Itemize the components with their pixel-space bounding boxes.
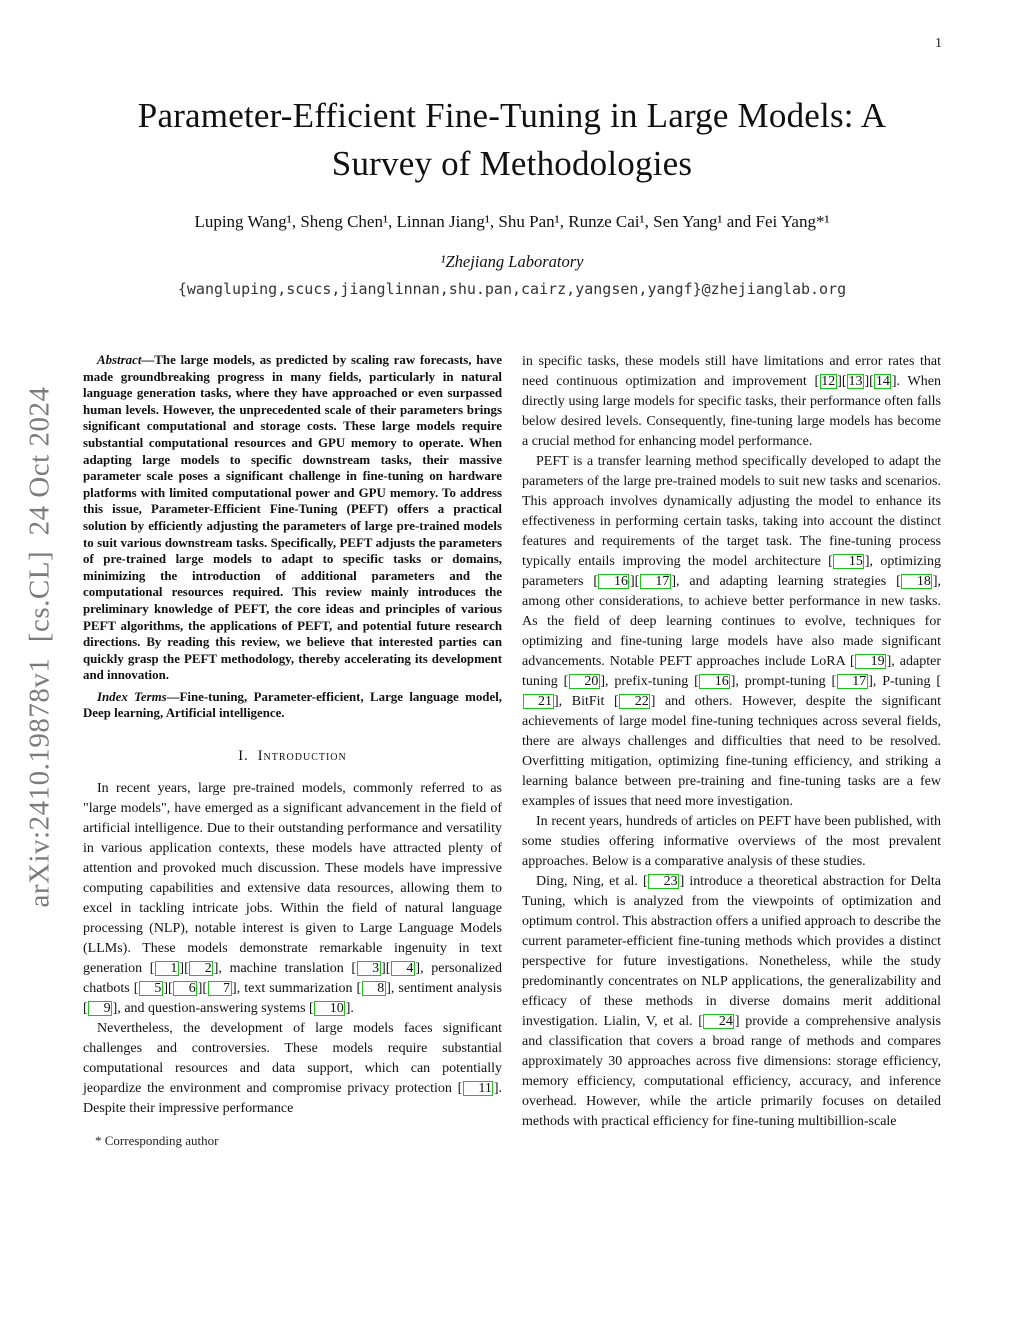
citation-ref-17[interactable]: 17 [836,674,868,689]
author-emails: {wangluping,scucs,jianglinnan,shu.pan,ca… [177,280,847,298]
intro-paragraph-1: In recent years, large pre-trained model… [83,781,502,1017]
citation-ref-1[interactable]: 1 [154,961,179,977]
citation-ref-23[interactable]: 23 [648,874,680,889]
affiliation: ¹Zhejiang Laboratory [440,252,584,271]
paper-title-line1: Parameter-Efficient Fine-Tuning in Large… [137,96,887,135]
abstract-label: Abstract [97,353,142,367]
intro-paragraph-2: Nevertheless, the development of large m… [83,1021,502,1117]
author-list: Luping Wang¹, Sheng Chen¹, Linnan Jiang¹… [194,212,830,231]
citation-ref-3[interactable]: 3 [356,961,381,977]
citation-ref-11[interactable]: 11 [462,1081,494,1097]
section-number: I. [238,748,249,765]
citation-ref-19[interactable]: 19 [855,654,887,669]
index-terms-paragraph: Index Terms—Fine-tuning, Parameter-effic… [83,689,502,722]
citation-ref-15[interactable]: 15 [833,554,865,569]
citation-ref-13[interactable]: 13 [847,374,865,389]
citation-ref-5[interactable]: 5 [138,981,163,997]
citation-ref-7[interactable]: 7 [207,981,232,997]
citation-ref-16[interactable]: 16 [699,674,731,689]
citation-ref-9[interactable]: 9 [88,1001,113,1017]
paper-header: Parameter-Efficient Fine-Tuning in Large… [0,92,1024,298]
intro-paragraph-3: PEFT is a transfer learning method speci… [522,454,942,809]
arxiv-watermark: arXiv:2410.19878v1 [cs.CL] 24 Oct 2024 [23,386,56,908]
index-terms-label: Index Terms [97,689,167,704]
citation-ref-14[interactable]: 14 [874,374,892,389]
corresponding-author-footnote: * Corresponding author [95,1133,219,1149]
citation-ref-8[interactable]: 8 [361,981,386,997]
section-title: Introduction [257,748,347,765]
intro-paragraph-4: In recent years, hundreds of articles on… [522,814,941,869]
citation-ref-24[interactable]: 24 [703,1014,735,1029]
left-column: Abstract—The large models, as predicted … [83,352,502,1149]
citation-ref-20[interactable]: 20 [568,674,600,689]
intro-paragraph-5: Ding, Ning, et al. [23] introduce a theo… [522,874,941,1129]
page-number: 1 [935,36,942,51]
intro-paragraph-2-continued: in specific tasks, these models still ha… [522,354,941,449]
citation-ref-18[interactable]: 18 [901,574,933,589]
citation-ref-4[interactable]: 4 [390,961,415,977]
abstract-paragraph: Abstract—The large models, as predicted … [83,352,502,684]
citation-ref-16[interactable]: 16 [598,574,630,589]
right-column: in specific tasks, these models still ha… [522,352,941,1149]
citation-ref-22[interactable]: 22 [619,694,651,709]
abstract-text: —The large models, as predicted by scali… [83,353,502,683]
paper-title-line2: Survey of Methodologies [331,144,693,183]
citation-ref-12[interactable]: 12 [819,374,837,389]
citation-ref-6[interactable]: 6 [173,981,198,997]
section-heading-introduction: I. Introduction [83,748,502,765]
two-column-body: Abstract—The large models, as predicted … [83,352,941,1149]
citation-ref-2[interactable]: 2 [189,961,214,977]
citation-ref-10[interactable]: 10 [314,1001,346,1017]
citation-ref-17[interactable]: 17 [639,574,671,589]
index-terms-text: —Fine-tuning, Parameter-efficient, Large… [83,689,502,721]
citation-ref-21[interactable]: 21 [522,694,554,709]
paper-title: Parameter-Efficient Fine-Tuning in Large… [0,92,1024,188]
